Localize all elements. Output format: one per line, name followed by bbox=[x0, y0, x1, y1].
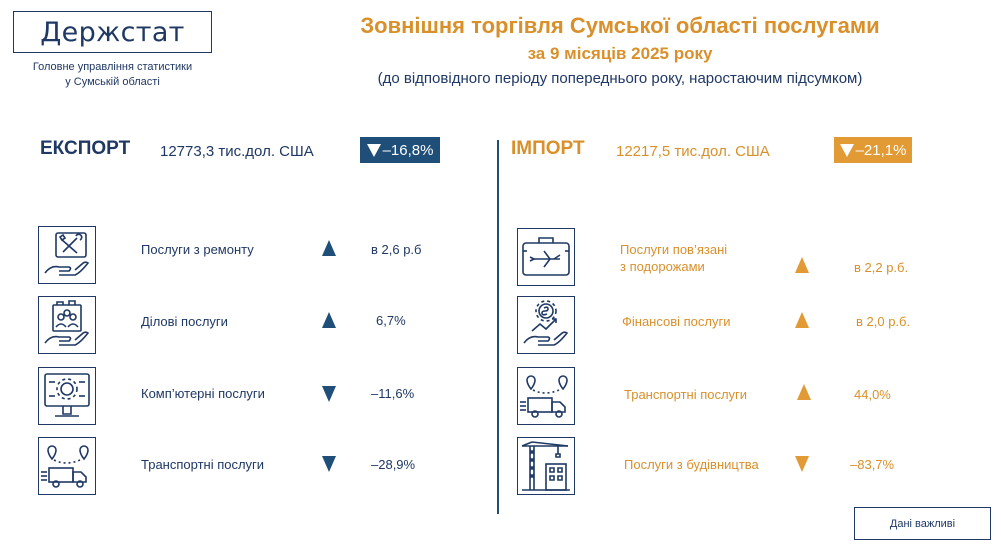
org-line-2: у Сумській області bbox=[65, 76, 160, 88]
export-item-value: –11,6% bbox=[371, 386, 415, 401]
computer-gear-icon bbox=[38, 367, 96, 425]
logo: Держстат bbox=[13, 11, 212, 53]
down-arrow-icon bbox=[322, 456, 336, 472]
up-arrow-icon bbox=[797, 384, 811, 400]
up-arrow-icon bbox=[322, 240, 336, 256]
delivery-truck-icon bbox=[517, 367, 575, 425]
export-item-label: Послуги з ремонту bbox=[141, 242, 254, 257]
import-item-label: Послуги пов’язані з подорожами bbox=[620, 241, 727, 275]
construction-crane-icon bbox=[517, 437, 575, 495]
down-arrow-icon bbox=[366, 143, 381, 157]
org-line-1: Головне управління статистики bbox=[32, 61, 193, 73]
export-heading: ЕКСПОРТ bbox=[40, 138, 131, 159]
finance-growth-icon bbox=[517, 296, 575, 354]
export-item-value: в 2,6 р.б bbox=[371, 242, 422, 257]
page-subtitle: за 9 місяців 2025 року bbox=[527, 44, 713, 63]
export-item-value: –28,9% bbox=[371, 457, 416, 472]
import-change-value: –21,1% bbox=[855, 141, 907, 159]
import-total: 12217,5 тис.дол. США bbox=[616, 143, 770, 160]
import-item-value: в 2,0 р.б. bbox=[856, 314, 911, 329]
import-item-value: в 2,2 р.б. bbox=[854, 260, 909, 275]
organization-name: Головне управління статистики у Сумській… bbox=[13, 60, 212, 90]
import-heading: ІМПОРТ bbox=[511, 138, 585, 159]
up-arrow-icon bbox=[795, 257, 809, 273]
page-title: Зовнішня торгівля Сумської області послу… bbox=[360, 13, 880, 38]
import-item-label: Транспортні послуги bbox=[624, 387, 748, 402]
down-arrow-icon bbox=[795, 456, 809, 472]
travel-suitcase-icon bbox=[517, 228, 575, 286]
import-change-badge: –21,1% bbox=[834, 137, 912, 163]
page-note: (до відповідного періоду попереднього ро… bbox=[377, 70, 863, 87]
up-arrow-icon bbox=[322, 312, 336, 328]
export-item-value: 6,7% bbox=[376, 313, 406, 328]
up-arrow-icon bbox=[795, 312, 809, 328]
section-divider bbox=[497, 140, 499, 514]
export-item-label: Комп’ютерні послуги bbox=[141, 386, 265, 401]
repair-tools-hand-icon bbox=[38, 226, 96, 284]
business-hand-icon bbox=[38, 296, 96, 354]
export-change-badge: –16,8% bbox=[360, 137, 440, 163]
import-item-label-line-1: Послуги пов’язані bbox=[620, 242, 728, 257]
delivery-truck-icon bbox=[38, 437, 96, 495]
import-item-value: –83,7% bbox=[850, 457, 895, 472]
data-important-button[interactable]: Дані важливі bbox=[854, 507, 991, 540]
logo-text: Держстат bbox=[40, 16, 185, 48]
export-total: 12773,3 тис.дол. США bbox=[160, 143, 314, 160]
import-item-label: Фінансові послуги bbox=[622, 314, 731, 329]
import-item-label-line-2: з подорожами bbox=[620, 259, 705, 274]
import-item-label: Послуги з будівництва bbox=[624, 457, 759, 472]
export-item-label: Транспортні послуги bbox=[141, 457, 265, 472]
import-item-value: 44,0% bbox=[854, 387, 891, 402]
export-change-value: –16,8% bbox=[382, 141, 434, 159]
down-arrow-icon bbox=[839, 143, 854, 157]
down-arrow-icon bbox=[322, 386, 336, 402]
export-item-label: Ділові послуги bbox=[141, 314, 228, 329]
